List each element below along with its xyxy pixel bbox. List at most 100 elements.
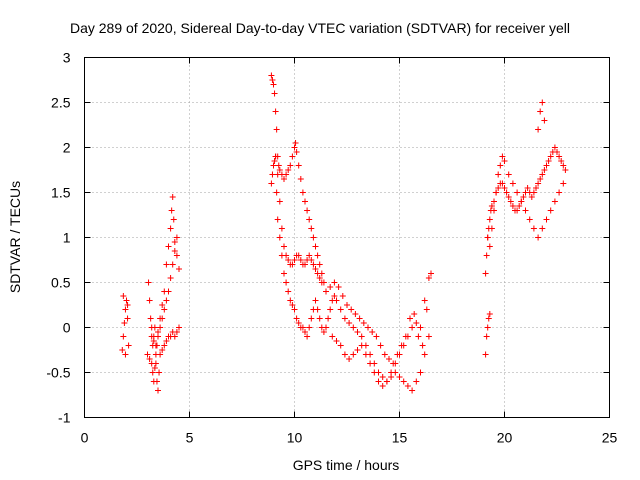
data-point (289, 261, 296, 268)
data-point (161, 342, 168, 349)
data-point (383, 378, 390, 385)
data-point (358, 342, 365, 349)
y-tick-label: -0.5 (46, 365, 70, 381)
data-point (381, 351, 388, 358)
data-point (417, 324, 424, 331)
data-point (163, 261, 170, 268)
data-point (518, 198, 525, 205)
data-point (346, 320, 353, 326)
data-point (289, 302, 296, 308)
data-point (425, 333, 432, 340)
data-point (268, 180, 275, 187)
data-point (530, 225, 537, 232)
data-point (171, 333, 178, 340)
data-point (312, 266, 319, 272)
data-point (314, 270, 321, 277)
data-point (275, 162, 282, 169)
data-point (173, 234, 180, 241)
data-point (360, 320, 367, 326)
data-point (295, 252, 302, 259)
data-point (560, 180, 567, 187)
data-point (482, 351, 489, 358)
data-point (285, 257, 292, 263)
data-point (276, 167, 283, 173)
data-point (292, 140, 299, 146)
data-point (520, 194, 527, 200)
data-point (176, 324, 182, 331)
data-point (299, 324, 306, 331)
data-point (398, 342, 405, 349)
data-point (516, 203, 523, 209)
data-point (304, 333, 311, 340)
data-point (501, 185, 508, 191)
y-tick-label: 2 (63, 140, 71, 156)
data-point (272, 153, 279, 160)
data-point (278, 225, 285, 232)
data-point (161, 288, 168, 295)
data-point (287, 297, 294, 304)
data-point (491, 207, 497, 214)
data-point (308, 225, 315, 232)
data-point (270, 81, 277, 88)
data-point (153, 378, 160, 385)
data-point (293, 315, 300, 322)
y-tick-label: 2.5 (51, 95, 71, 111)
data-point (486, 216, 493, 223)
data-point (306, 324, 313, 331)
data-point (337, 306, 344, 313)
data-point (295, 162, 302, 169)
y-tick-label: 0.5 (51, 275, 71, 291)
data-point (122, 351, 129, 358)
data-point (365, 324, 371, 331)
data-point (530, 189, 537, 196)
data-point (120, 293, 127, 299)
data-point (428, 270, 434, 277)
data-point (157, 324, 164, 331)
data-point (285, 288, 292, 295)
data-point (122, 306, 129, 313)
data-point (144, 351, 151, 358)
x-tick-label: 0 (81, 430, 89, 446)
data-point (350, 351, 357, 358)
data-point (505, 171, 512, 178)
data-point (146, 356, 153, 362)
data-point (488, 203, 495, 209)
data-point (556, 153, 563, 160)
data-point (173, 329, 180, 335)
data-point (169, 194, 176, 200)
data-point (407, 315, 413, 322)
data-point (151, 324, 158, 331)
data-point (396, 374, 403, 380)
data-point (167, 225, 174, 232)
y-tick-label: 0 (63, 320, 71, 336)
data-point (503, 189, 510, 196)
data-point (543, 162, 550, 169)
data-point (310, 261, 317, 268)
data-point (120, 333, 127, 340)
data-point (358, 333, 365, 340)
x-tick-label: 15 (392, 430, 408, 446)
data-point (318, 279, 325, 286)
data-point (148, 333, 155, 340)
data-point (285, 167, 292, 173)
data-points (119, 72, 569, 394)
data-point (273, 189, 280, 196)
y-tick-label: -1 (58, 410, 71, 426)
chart-title: Day 289 of 2020, Sidereal Day-to-day VTE… (70, 20, 570, 36)
plot-frame (84, 57, 610, 418)
x-tick-label: 5 (186, 430, 194, 446)
data-point (390, 360, 397, 367)
data-point (392, 369, 399, 376)
x-axis-ticks: 0 5 10 15 20 25 (81, 57, 617, 446)
data-point (173, 252, 180, 259)
data-point (149, 342, 156, 349)
y-tick-label: 3 (63, 50, 71, 66)
data-point (373, 333, 380, 340)
data-point (524, 185, 531, 191)
data-point (491, 198, 497, 205)
data-point (514, 207, 521, 214)
data-point (163, 297, 170, 304)
data-point (337, 342, 344, 349)
data-point (541, 167, 548, 173)
